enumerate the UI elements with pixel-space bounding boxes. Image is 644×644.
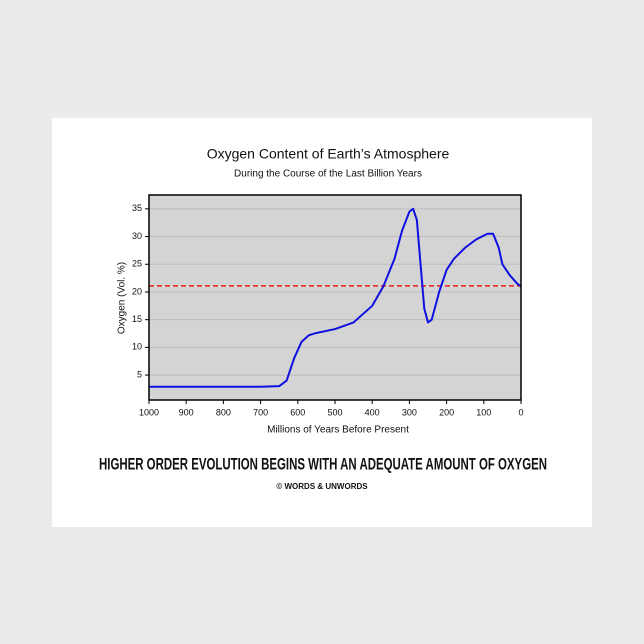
y-tick-label: 5 — [137, 369, 142, 379]
x-axis-label: Millions of Years Before Present — [267, 425, 409, 436]
x-tick-label: 700 — [253, 407, 268, 417]
y-tick-label: 20 — [132, 286, 142, 296]
y-tick-label: 15 — [132, 314, 142, 324]
x-tick-label: 800 — [216, 407, 231, 417]
x-tick-label: 1000 — [139, 407, 159, 417]
x-tick-label: 0 — [518, 407, 523, 417]
chart-subtitle: During the Course of the Last Billion Ye… — [234, 169, 422, 180]
x-tick-label: 500 — [327, 407, 342, 417]
plot-frame — [148, 194, 522, 401]
caption: HIGHER ORDER EVOLUTION BEGINS WITH AN AD… — [99, 454, 547, 473]
y-tick-label: 35 — [132, 203, 142, 213]
x-tick-label: 400 — [365, 407, 380, 417]
x-tick-label: 100 — [476, 407, 491, 417]
chart-title: Oxygen Content of Earth’s Atmosphere — [207, 146, 450, 162]
plot-area — [149, 195, 521, 400]
oxygen-line — [149, 207, 522, 388]
x-tick-label: 300 — [402, 407, 417, 417]
x-tick-label: 900 — [179, 407, 194, 417]
credit: © WORDS & UNWORDS — [276, 482, 368, 491]
y-axis-label: Oxygen (Vol. %) — [117, 262, 128, 334]
x-tick-label: 200 — [439, 407, 454, 417]
y-tick-label: 25 — [132, 259, 142, 269]
x-tick-label: 600 — [290, 407, 305, 417]
y-tick-label: 10 — [132, 342, 142, 352]
y-tick-label: 30 — [132, 231, 142, 241]
